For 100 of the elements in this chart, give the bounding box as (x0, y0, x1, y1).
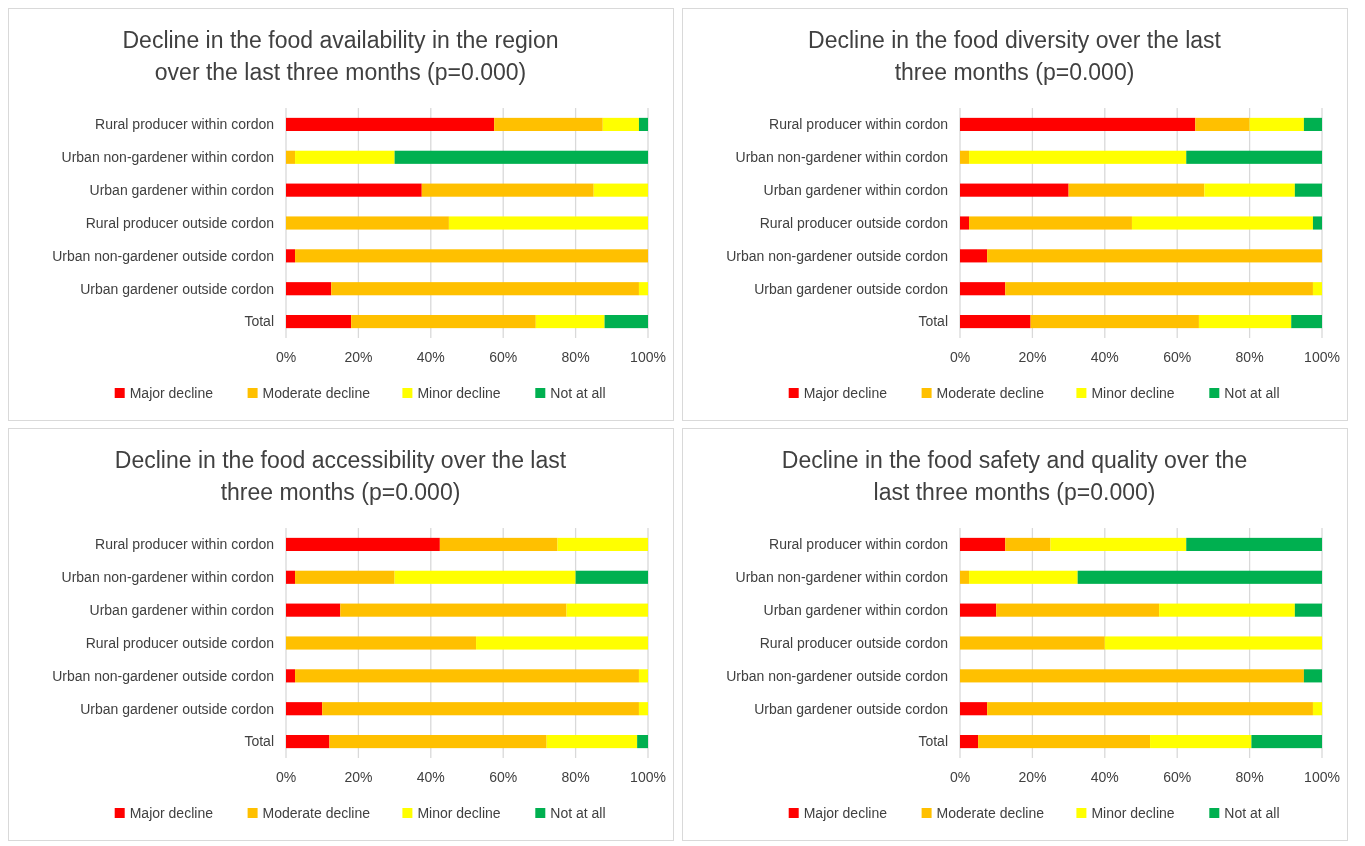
y-tick-label: Urban non-gardener within cordon (735, 149, 948, 166)
bar (638, 669, 648, 683)
y-tick-label: Total (918, 313, 948, 330)
bar (476, 636, 648, 650)
bar (322, 702, 639, 716)
bar (1204, 183, 1295, 197)
y-tick-label: Rural producer within cordon (769, 116, 948, 133)
bar (286, 216, 449, 230)
y-tick-label: Urban gardener within cordon (763, 182, 948, 199)
x-tick-label: 20% (1018, 349, 1047, 365)
bar (1186, 150, 1322, 164)
bar (638, 282, 648, 296)
x-tick-label: 60% (1163, 769, 1192, 785)
bar (1186, 537, 1322, 551)
chart-title: Decline in the food safety and quality over the last three months (p=0.000) (781, 447, 1248, 505)
bar (1005, 537, 1051, 551)
bar (421, 183, 594, 197)
x-tick-label: 40% (1090, 349, 1119, 365)
bar (448, 216, 648, 230)
bar (960, 603, 997, 617)
bar (960, 216, 970, 230)
x-tick-label: 100% (1304, 769, 1340, 785)
y-tick-label: Urban non-gardener within cordon (735, 569, 948, 586)
bar (960, 150, 970, 164)
bar (295, 249, 648, 263)
chart-title: Decline in the food availability in the region over the last three months (p=0.000) (122, 27, 559, 85)
bar (331, 282, 639, 296)
bar (960, 636, 1105, 650)
y-tick-label: Rural producer within cordon (95, 116, 274, 133)
bar (987, 249, 1322, 263)
bar (351, 315, 536, 329)
y-tick-label: Urban gardener within cordon (89, 602, 274, 619)
legend-label: Not at all (1224, 804, 1280, 821)
bar (604, 315, 648, 329)
bar (1050, 537, 1187, 551)
bar (1249, 117, 1304, 131)
legend-label: Minor decline (1091, 804, 1175, 821)
bar (286, 735, 330, 749)
legend-label: Not at all (550, 384, 606, 401)
bar (1312, 216, 1322, 230)
legend-label: Minor decline (417, 384, 501, 401)
bar (557, 537, 648, 551)
bar (1294, 603, 1322, 617)
bar (960, 315, 1031, 329)
bar (535, 315, 605, 329)
y-tick-label: Urban non-gardener within cordon (61, 569, 274, 586)
bar (637, 735, 648, 749)
bar (566, 603, 648, 617)
bar (286, 537, 440, 551)
x-tick-label: 80% (1235, 769, 1264, 785)
legend-label: Minor decline (417, 804, 501, 821)
y-tick-label: Urban non-gardener outside cordon (52, 667, 274, 684)
y-tick-label: Rural producer outside cordon (759, 634, 948, 651)
bar (286, 315, 352, 329)
bar (960, 570, 970, 584)
bar (286, 669, 296, 683)
bar (286, 636, 477, 650)
bar (960, 249, 988, 263)
bar (1291, 315, 1322, 329)
y-tick-label: Urban gardener outside cordon (754, 700, 948, 717)
y-tick-label: Rural producer outside cordon (85, 634, 274, 651)
x-tick-label: 40% (416, 349, 445, 365)
bar (978, 735, 1151, 749)
bar (1294, 183, 1322, 197)
bar (969, 150, 1187, 164)
y-tick-label: Urban non-gardener outside cordon (726, 247, 948, 264)
legend-label: Moderate decline (262, 804, 371, 821)
legend-label: Major decline (129, 384, 214, 401)
y-tick-label: Rural producer within cordon (769, 536, 948, 553)
x-tick-label: 20% (344, 769, 373, 785)
x-tick-label: 60% (1163, 349, 1192, 365)
bar (1068, 183, 1205, 197)
y-tick-label: Urban gardener outside cordon (80, 700, 274, 717)
y-tick-label: Urban gardener within cordon (763, 602, 948, 619)
chart-title: Decline in the food diversity over the last three months (p=0.000) (808, 27, 1222, 85)
y-tick-label: Rural producer outside cordon (759, 214, 948, 231)
bar (1303, 669, 1322, 683)
x-tick-label: 40% (416, 769, 445, 785)
x-tick-label: 0% (275, 349, 297, 365)
bar (960, 117, 1196, 131)
x-tick-label: 40% (1090, 769, 1119, 785)
bar (1195, 117, 1250, 131)
bar (286, 570, 296, 584)
bar (960, 669, 1304, 683)
bar (638, 117, 648, 131)
y-tick-label: Urban non-gardener within cordon (61, 149, 274, 166)
bar (329, 735, 547, 749)
bar (996, 603, 1160, 617)
bar (286, 702, 323, 716)
y-tick-label: Urban gardener outside cordon (80, 280, 274, 297)
bar (960, 702, 988, 716)
bar (969, 570, 1078, 584)
x-tick-label: 0% (949, 769, 971, 785)
legend-label: Not at all (550, 804, 606, 821)
y-tick-label: Rural producer within cordon (95, 536, 274, 553)
y-tick-label: Rural producer outside cordon (85, 214, 274, 231)
x-tick-label: 80% (561, 769, 590, 785)
bar (1159, 603, 1295, 617)
bar (394, 150, 648, 164)
x-tick-label: 20% (344, 349, 373, 365)
